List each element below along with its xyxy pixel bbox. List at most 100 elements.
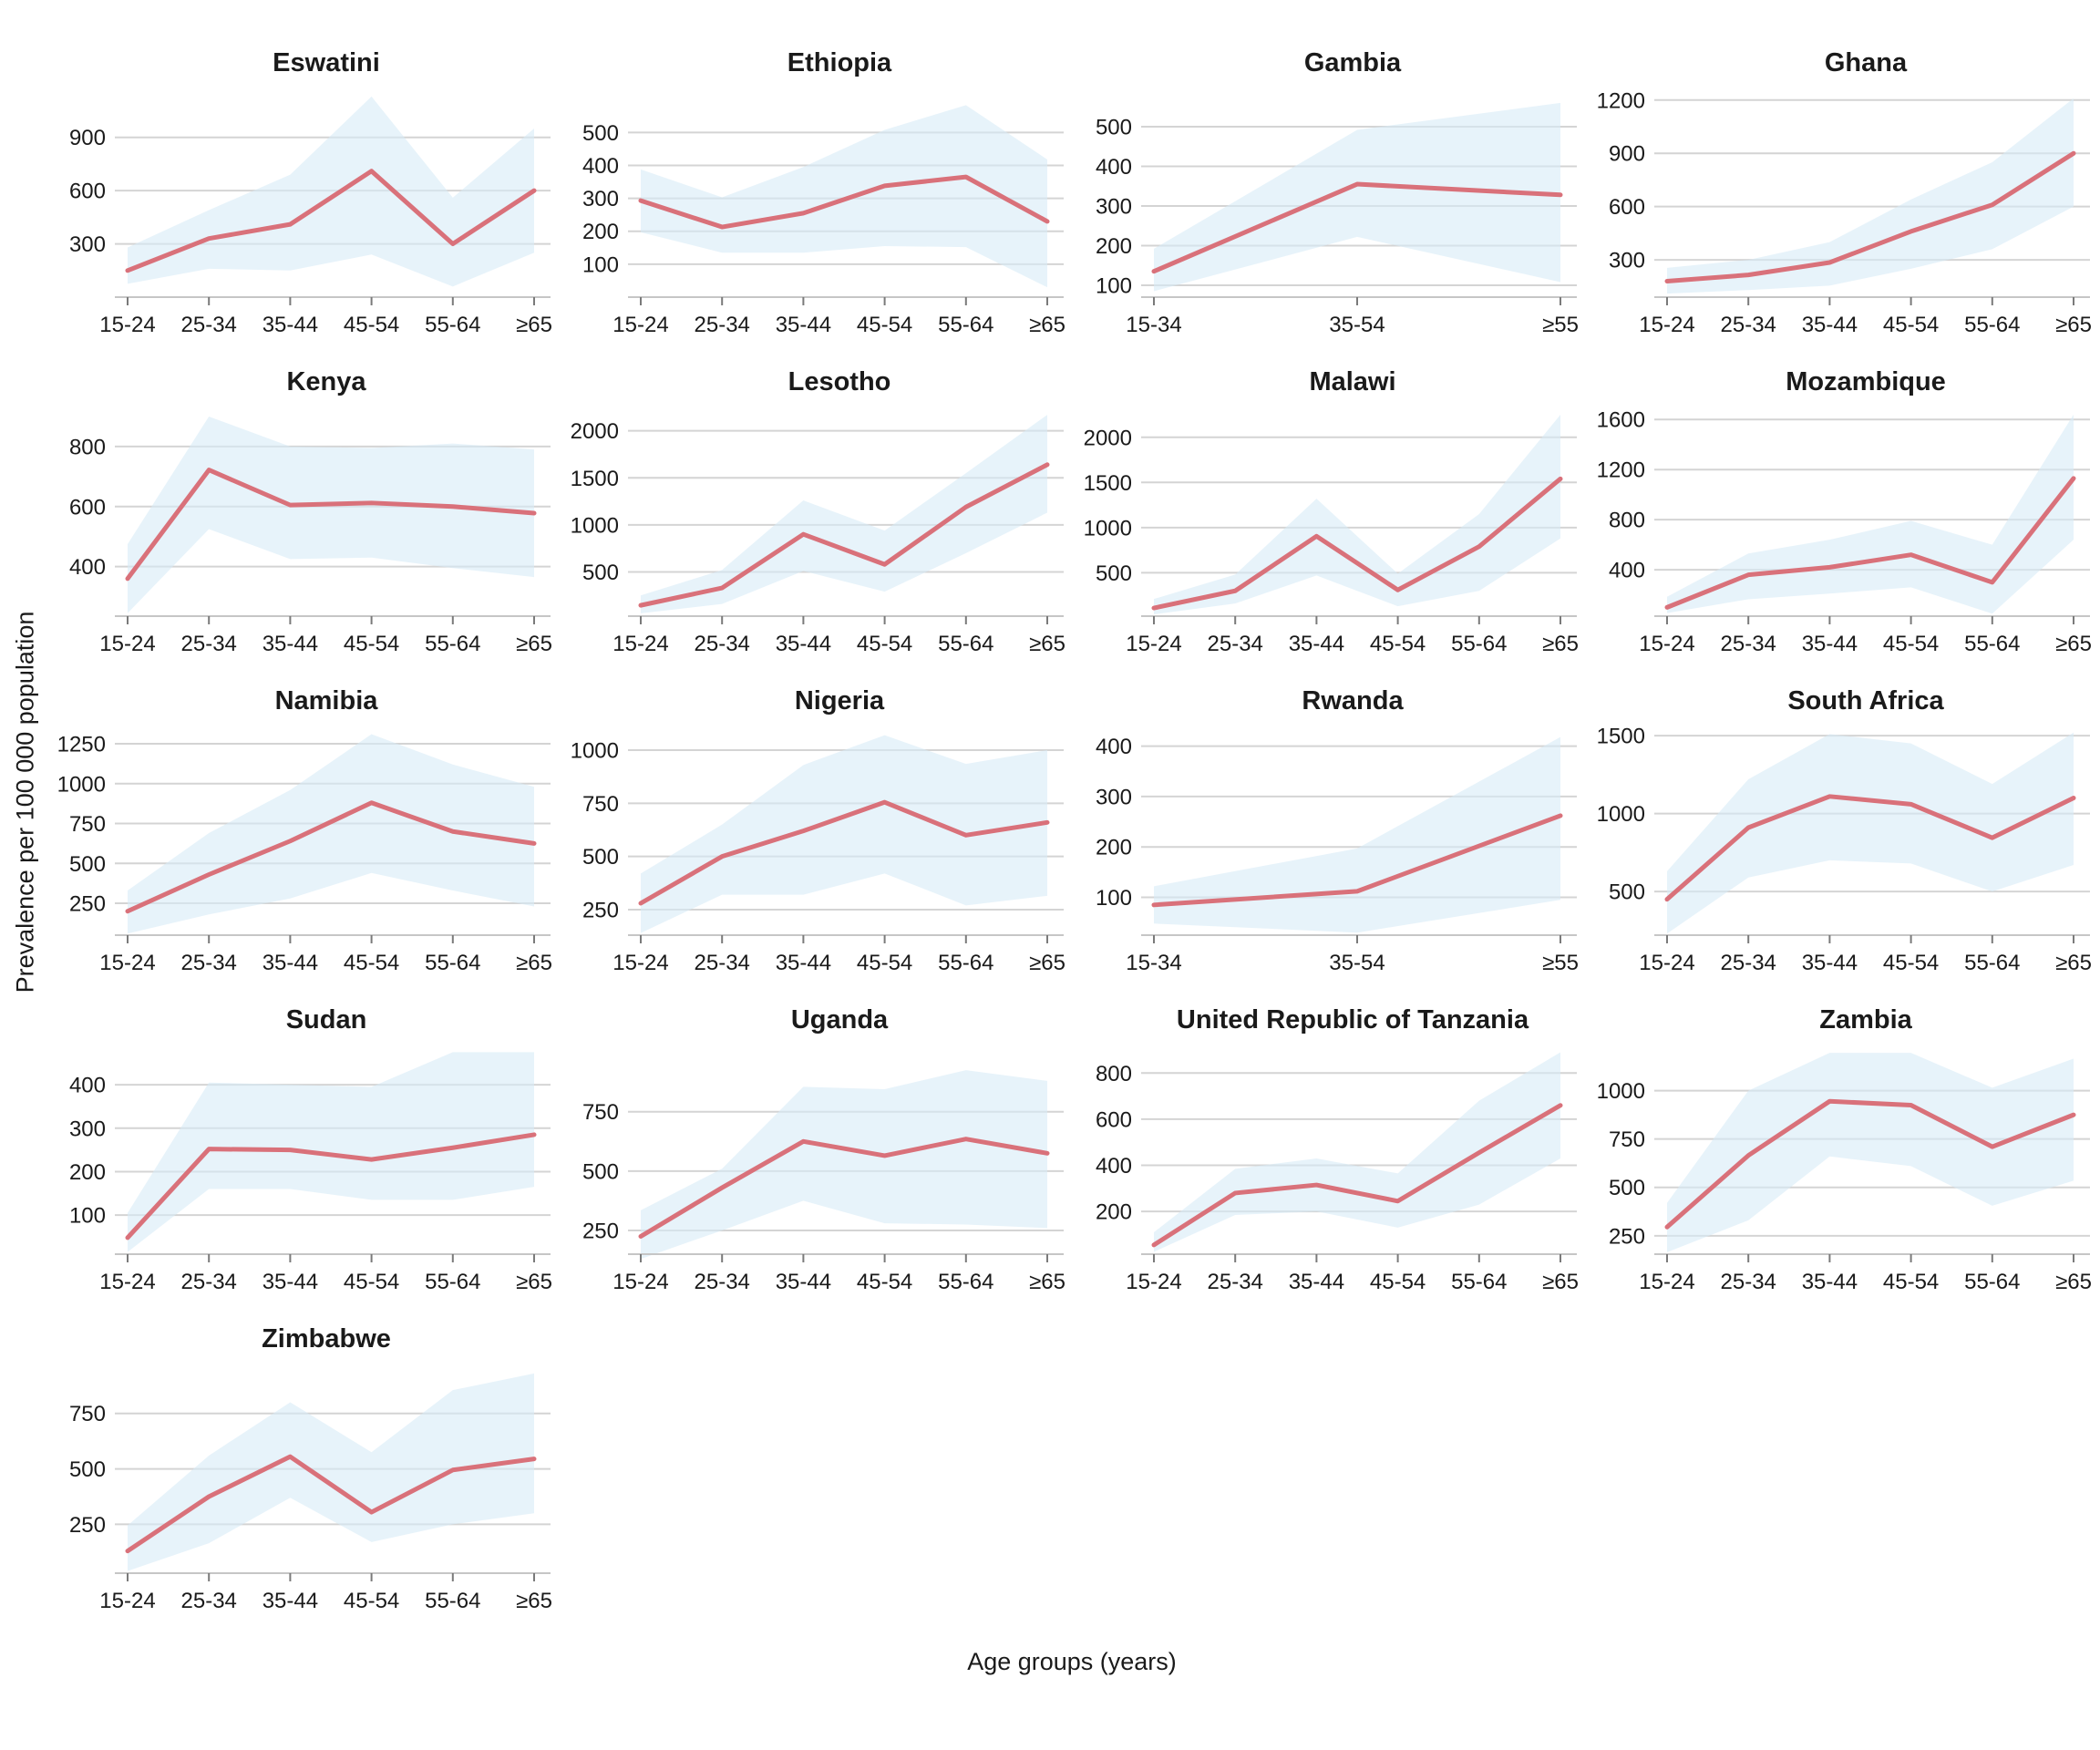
prevalence-line xyxy=(1664,794,2076,902)
x-tick-label: ≥65 xyxy=(516,632,552,656)
confidence-band xyxy=(641,735,1047,933)
panel-sudan: Sudan 100 200 300 400 15-24 25-34 35-44 45-54 55-… xyxy=(46,984,559,1303)
x-tick-label: 55-64 xyxy=(425,313,480,337)
x-tick-label: 15-24 xyxy=(1126,1270,1181,1294)
panel-title: Namibia xyxy=(274,686,378,716)
y-tick-label: 1000 xyxy=(1597,802,1645,827)
x-tick-label: 35-44 xyxy=(262,951,318,975)
y-tick-label: 250 xyxy=(1609,1224,1645,1249)
x-tick-label: 15-24 xyxy=(1126,632,1181,656)
x-tick-label: 15-34 xyxy=(1126,313,1181,337)
x-tick-label: ≥65 xyxy=(516,1589,552,1613)
y-tick-label: 1000 xyxy=(1597,1079,1645,1104)
x-tick-label: 45-54 xyxy=(344,632,399,656)
x-tick-label: 45-54 xyxy=(857,632,912,656)
confidence-band xyxy=(1667,1053,2074,1252)
y-tick-label: 300 xyxy=(1609,249,1645,273)
y-tick-label: 500 xyxy=(1609,880,1645,905)
panel-malawi: Malawi 500 1000 1500 2000 15-24 25-34 35-44 45-5… xyxy=(1072,346,1585,665)
confidence-band xyxy=(1154,414,1560,615)
x-tick-label: 55-64 xyxy=(1964,1270,2020,1294)
panel-united-republic-of-tanzania: United Republic of Tanzania 200 400 600 800 1… xyxy=(1072,984,1585,1303)
panel-title: Lesotho xyxy=(788,367,891,397)
x-tick-label: ≥65 xyxy=(2055,632,2092,656)
x-tick-label: 15-24 xyxy=(1639,313,1694,337)
y-tick-label: 1000 xyxy=(571,513,619,538)
x-tick-label: ≥65 xyxy=(1029,313,1065,337)
x-tick-label: 15-24 xyxy=(99,1589,155,1613)
x-tick-label: 45-54 xyxy=(344,951,399,975)
y-tick-label: 200 xyxy=(1096,234,1132,259)
x-tick-label: 15-24 xyxy=(612,632,668,656)
y-tick-label: 500 xyxy=(582,845,619,870)
x-tick-label: 15-24 xyxy=(612,951,668,975)
panel-chart: 500 1000 1500 2000 15-24 25-34 35-44 45-54 55-64… xyxy=(571,415,1065,656)
x-tick-label: 25-34 xyxy=(695,1270,750,1294)
x-tick-label: 55-64 xyxy=(938,632,993,656)
panel-kenya: Kenya 400 600 800 15-24 25-34 35-44 45-54 55-64 ≥… xyxy=(46,346,559,665)
y-tick-label: 250 xyxy=(69,892,106,917)
confidence-band xyxy=(1154,102,1560,292)
y-tick-label: 1200 xyxy=(1597,88,1645,113)
panel-chart: 100 200 300 400 15-24 25-34 35-44 45-54 55-64 ≥65 xyxy=(69,1052,552,1294)
y-tick-label: 250 xyxy=(582,899,619,923)
x-tick-label: 25-34 xyxy=(1721,632,1776,656)
panel-namibia: Namibia 250 500 750 1000 1250 15-24 25-34 35-44 4… xyxy=(46,665,559,984)
x-tick-label: 55-64 xyxy=(1451,1270,1507,1294)
panel-title: Gambia xyxy=(1303,48,1402,78)
panel-ethiopia: Ethiopia 100 200 300 400 500 15-24 25-34 35-44 45… xyxy=(559,27,1072,346)
x-tick-label: 35-54 xyxy=(1329,313,1385,337)
x-tick-label: ≥65 xyxy=(1542,1270,1579,1294)
prevalence-line xyxy=(1151,1103,1563,1248)
x-tick-label: ≥55 xyxy=(1542,951,1579,975)
y-tick-label: 300 xyxy=(69,1117,106,1141)
y-tick-label: 1200 xyxy=(1597,458,1645,483)
panel-chart: 250 500 750 1000 15-24 25-34 35-44 45-54 55-64 ≥6… xyxy=(571,735,1065,975)
x-axis-label: Age groups (years) xyxy=(967,1648,1177,1675)
y-tick-label: 500 xyxy=(582,1159,619,1184)
y-tick-label: 1500 xyxy=(571,467,619,491)
y-tick-label: 400 xyxy=(69,555,106,580)
panel-south-africa: South Africa 500 1000 1500 15-24 25-34 35-44 45… xyxy=(1585,665,2098,984)
x-tick-label: 25-34 xyxy=(181,632,237,656)
x-tick-label: 25-34 xyxy=(1721,951,1776,975)
x-tick-label: 35-44 xyxy=(776,951,831,975)
x-tick-label: 25-34 xyxy=(181,1589,237,1613)
y-tick-label: 100 xyxy=(1096,886,1132,911)
x-tick-label: ≥65 xyxy=(516,313,552,337)
y-tick-label: 500 xyxy=(582,121,619,146)
y-tick-label: 400 xyxy=(582,154,619,179)
y-tick-label: 800 xyxy=(69,435,106,459)
panel-chart: 400 800 1200 1600 15-24 25-34 35-44 45-54 55-64 ≥… xyxy=(1597,408,2092,656)
x-tick-label: 15-24 xyxy=(1639,951,1694,975)
y-tick-label: 600 xyxy=(1096,1107,1132,1132)
x-tick-label: 55-64 xyxy=(1451,632,1507,656)
confidence-band xyxy=(641,1070,1047,1260)
panel-lesotho: Lesotho 500 1000 1500 2000 15-24 25-34 35-44 45-… xyxy=(559,346,1072,665)
prevalence-line xyxy=(125,1132,537,1240)
x-tick-label: 45-54 xyxy=(344,313,399,337)
x-tick-label: 45-54 xyxy=(1883,951,1939,975)
confidence-band xyxy=(1667,98,2074,294)
panel-chart: 250 500 750 15-24 25-34 35-44 45-54 55-64 ≥65 xyxy=(69,1373,552,1613)
x-tick-label: 45-54 xyxy=(1883,632,1939,656)
y-tick-label: 300 xyxy=(69,232,106,257)
panel-chart: 500 1000 1500 15-24 25-34 35-44 45-54 55-64 ≥65 xyxy=(1597,725,2092,975)
confidence-band xyxy=(1154,736,1560,933)
x-tick-label: 55-64 xyxy=(938,313,993,337)
confidence-band xyxy=(1667,732,2074,934)
prevalence-line xyxy=(125,800,537,914)
x-tick-label: 35-44 xyxy=(1289,632,1344,656)
x-tick-label: 35-44 xyxy=(1289,1270,1344,1294)
panel-chart: 250 500 750 1000 15-24 25-34 35-44 45-54 55-64 ≥6… xyxy=(1597,1053,2092,1294)
y-tick-label: 400 xyxy=(1096,1154,1132,1179)
prevalence-line xyxy=(1151,181,1563,274)
y-tick-label: 600 xyxy=(69,495,106,520)
x-tick-label: 15-24 xyxy=(612,1270,668,1294)
panel-chart: 400 600 800 15-24 25-34 35-44 45-54 55-64 ≥65 xyxy=(69,416,552,656)
x-tick-label: 45-54 xyxy=(857,313,912,337)
x-tick-label: ≥65 xyxy=(1029,632,1065,656)
x-tick-label: 25-34 xyxy=(1208,632,1263,656)
panel-chart: 100 200 300 400 15-34 35-54 ≥55 xyxy=(1096,735,1579,975)
x-tick-label: 35-54 xyxy=(1329,951,1385,975)
